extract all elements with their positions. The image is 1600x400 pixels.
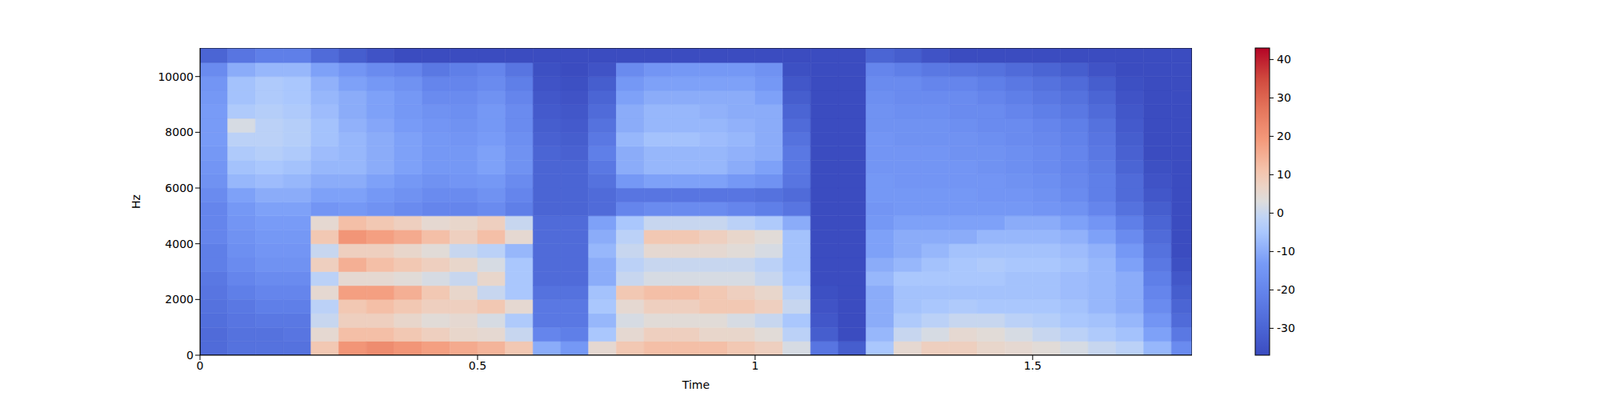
- svg-text:-10: -10: [1276, 244, 1296, 258]
- svg-text:4000: 4000: [164, 237, 194, 251]
- svg-text:10000: 10000: [157, 70, 194, 84]
- svg-text:0: 0: [196, 359, 204, 372]
- svg-text:6000: 6000: [164, 181, 194, 195]
- svg-text:40: 40: [1276, 52, 1292, 66]
- svg-text:0.5: 0.5: [468, 359, 487, 372]
- svg-text:Hz: Hz: [129, 194, 143, 209]
- svg-text:-30: -30: [1276, 321, 1296, 335]
- svg-text:1: 1: [751, 359, 759, 372]
- svg-text:1.5: 1.5: [1024, 359, 1042, 372]
- svg-text:8000: 8000: [164, 125, 194, 139]
- svg-text:-20: -20: [1276, 283, 1296, 296]
- svg-text:10: 10: [1276, 168, 1292, 181]
- svg-text:2000: 2000: [164, 292, 194, 306]
- svg-text:30: 30: [1276, 91, 1292, 104]
- svg-text:Time: Time: [681, 378, 710, 392]
- svg-text:20: 20: [1276, 129, 1292, 143]
- svg-text:0: 0: [186, 348, 194, 362]
- svg-text:0: 0: [1276, 206, 1284, 220]
